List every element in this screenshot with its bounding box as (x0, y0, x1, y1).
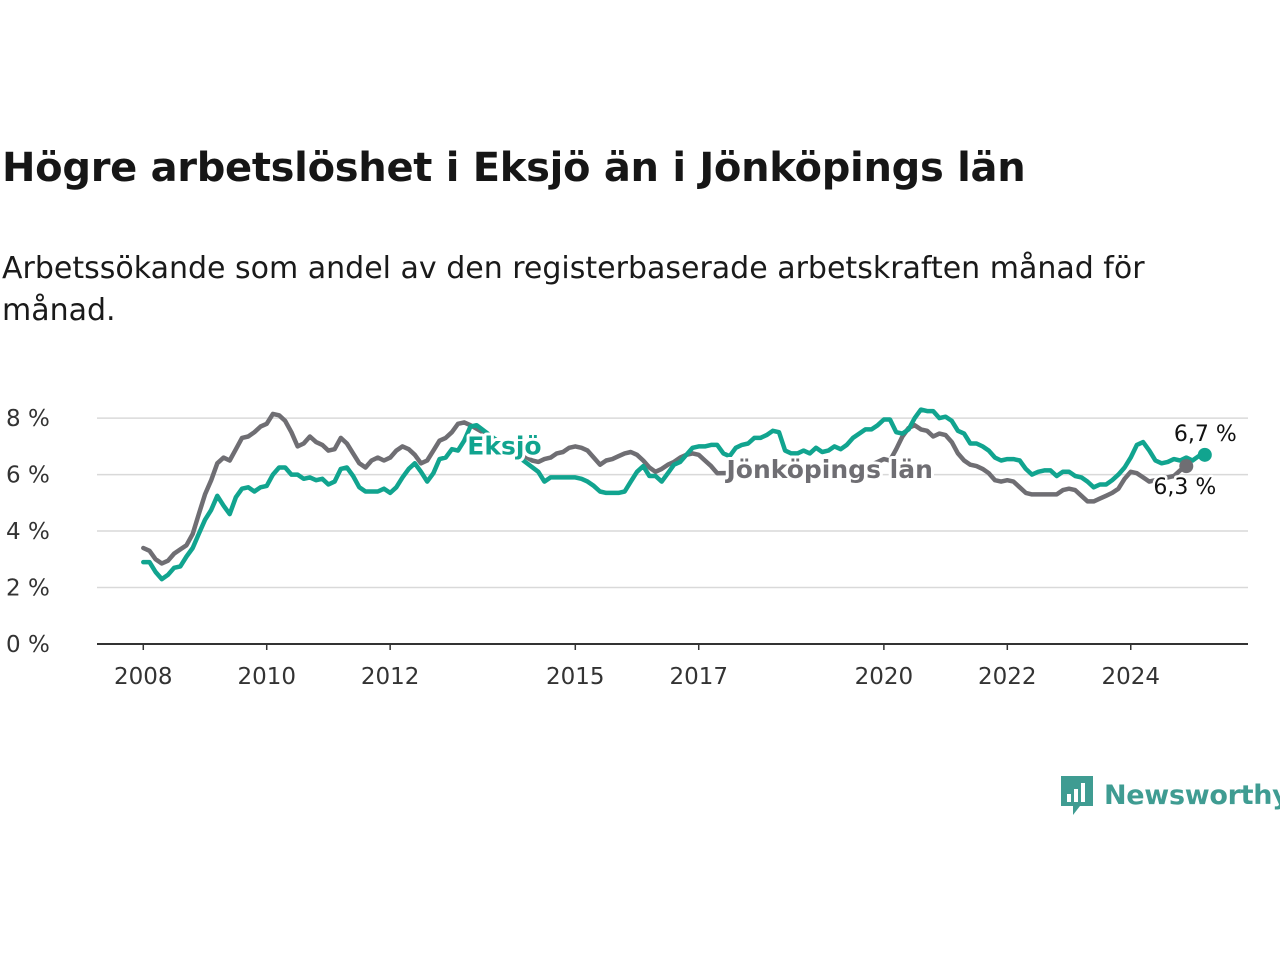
brand-name: Newsworthy (1104, 779, 1280, 811)
end-value-label: 6,7 % (1174, 422, 1237, 447)
x-tick-label: 2024 (1101, 664, 1160, 690)
x-tick-label: 2017 (669, 664, 728, 690)
series-line-jonkopings-lan (141, 411, 1189, 566)
series-label-jonkopings-lan: Jönköpings län (725, 455, 933, 484)
x-tick-label: 2020 (855, 664, 914, 690)
y-tick-label: 2 % (6, 576, 50, 602)
chart-title: Högre arbetslöshet i Eksjö än i Jönköpin… (2, 145, 1026, 191)
x-tick-label: 2022 (978, 664, 1037, 690)
y-tick-label: 6 % (6, 463, 50, 489)
newsworthy-logo-icon (1061, 776, 1093, 815)
chart-subtitle: Arbetssökande som andel av den registerb… (2, 251, 1145, 328)
x-tick-label: 2010 (237, 664, 296, 690)
end-point-jonkopings-lan (1179, 459, 1194, 474)
brand-logo: Newsworthy (1058, 773, 1280, 817)
end-point-eksjo (1197, 447, 1212, 462)
line-chart: 0 % 2 % 4 % 6 % 8 % 2008 2010 2012 2015 2017 2020 2… (6, 406, 1248, 690)
x-tick-label: 2012 (361, 664, 420, 690)
end-value-label: 6,3 % (1153, 475, 1216, 500)
x-tick-label: 2008 (114, 664, 173, 690)
y-tick-label: 4 % (6, 519, 50, 545)
y-tick-label: 0 % (6, 632, 50, 658)
series-label-eksjo: Eksjö (467, 431, 541, 460)
y-tick-label: 8 % (6, 406, 50, 432)
x-tick-label: 2015 (546, 664, 605, 690)
series-line-eksjo (141, 407, 1208, 582)
